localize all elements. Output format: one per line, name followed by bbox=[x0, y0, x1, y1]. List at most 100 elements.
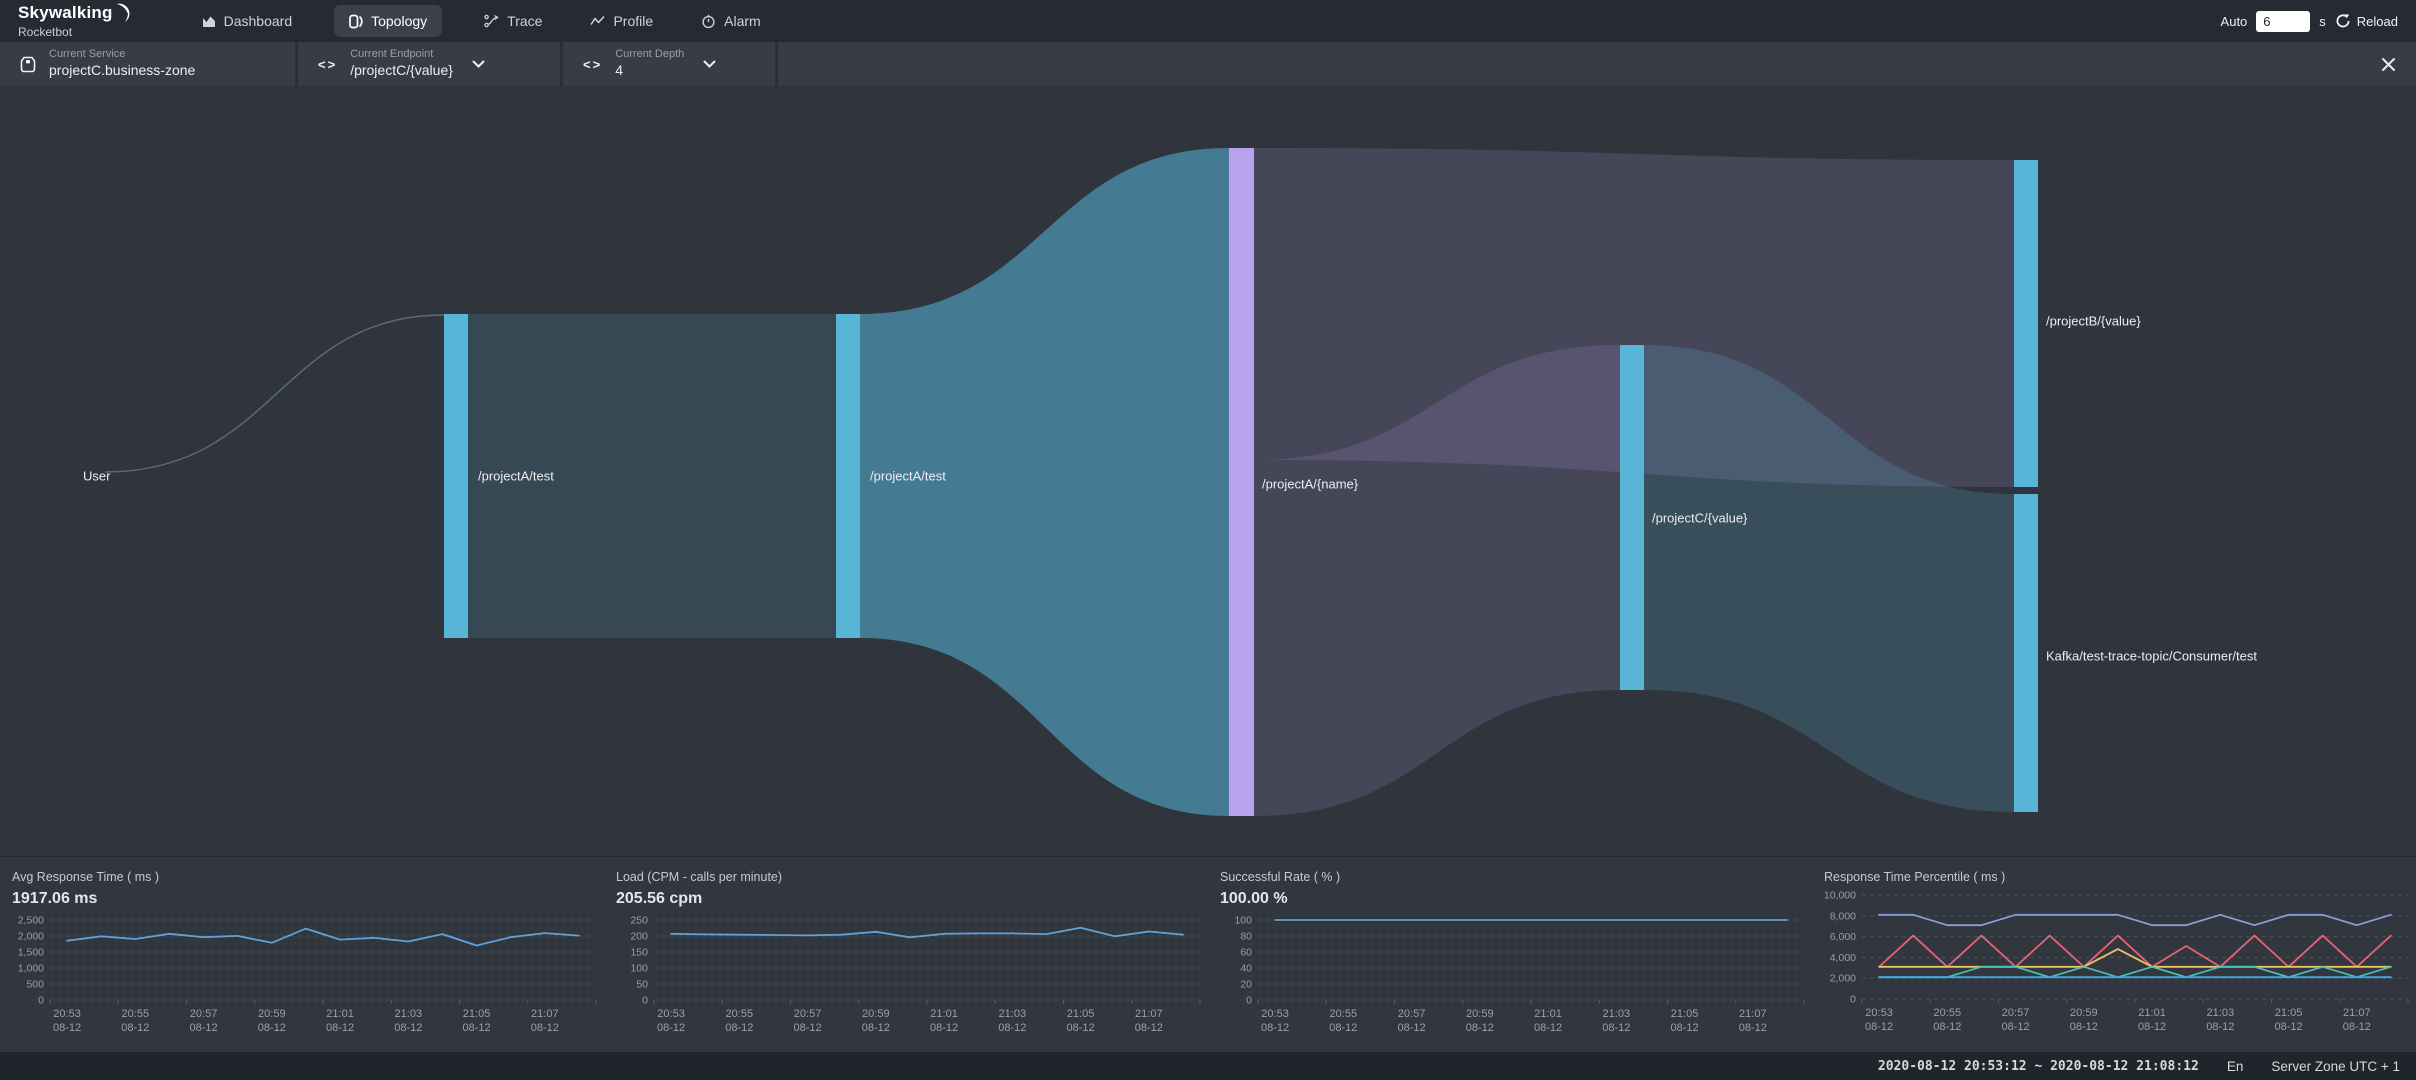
sankey-link-projecta-name-to-projectb-value[interactable] bbox=[1254, 148, 2014, 487]
x-axis-date-label: 08-12 bbox=[2070, 1021, 2098, 1033]
language-toggle[interactable]: En bbox=[2226, 1058, 2244, 1074]
x-axis-date-label: 08-12 bbox=[394, 1022, 422, 1034]
current-depth-selector[interactable]: <> Current Depth 4 bbox=[563, 42, 775, 86]
sankey-link-projectc-value-to-kafka-test-trace-topic-consumer-test[interactable] bbox=[1644, 345, 2014, 812]
logo-subtitle: Rocketbot bbox=[18, 24, 73, 39]
sankey-node-label: Kafka/test-trace-topic/Consumer/test bbox=[2046, 648, 2257, 663]
y-axis-tick-label: 1,500 bbox=[18, 947, 44, 959]
sankey-node-label: /projectC/{value} bbox=[1652, 510, 1748, 525]
x-axis-tick-label: 20:59 bbox=[258, 1008, 286, 1020]
nav-item-dashboard[interactable]: Dashboard bbox=[196, 5, 299, 37]
close-icon[interactable] bbox=[2381, 57, 2396, 72]
x-axis-tick-label: 20:55 bbox=[1934, 1007, 1962, 1019]
server-zone-selector[interactable]: Server Zone UTC + 1 bbox=[2271, 1058, 2400, 1074]
sankey-node-projecta-test-1[interactable] bbox=[444, 314, 468, 638]
y-axis-tick-label: 2,000 bbox=[1830, 973, 1856, 985]
x-axis-tick-label: 20:57 bbox=[2002, 1007, 2030, 1019]
auto-interval-input[interactable] bbox=[2256, 10, 2311, 32]
x-axis-date-label: 08-12 bbox=[1865, 1021, 1893, 1033]
nav-item-trace[interactable]: Trace bbox=[478, 5, 548, 37]
chart-title: Response Time Percentile ( ms ) bbox=[1824, 870, 2006, 884]
sankey-link-projecta-name-to-projectc-value[interactable] bbox=[1254, 345, 1620, 816]
sankey-node-projecta-name-3[interactable] bbox=[1229, 148, 1254, 816]
x-axis-date-label: 08-12 bbox=[930, 1022, 958, 1034]
chevron-down-icon[interactable] bbox=[703, 60, 716, 69]
nav-label: Alarm bbox=[724, 13, 761, 29]
reload-button[interactable]: Reload bbox=[2335, 13, 2398, 29]
x-axis-date-label: 08-12 bbox=[862, 1022, 890, 1034]
chevron-down-icon[interactable] bbox=[472, 60, 485, 69]
auto-label: Auto bbox=[2220, 13, 2248, 29]
reload-icon bbox=[2336, 14, 2350, 28]
sankey-node-projectc-value-4[interactable] bbox=[1620, 345, 1644, 690]
app-logo: Skywalking Rocketbot bbox=[18, 3, 132, 39]
series-line-p99 bbox=[1878, 913, 2392, 927]
x-axis-date-label: 08-12 bbox=[1933, 1021, 1961, 1033]
x-axis-date-label: 08-12 bbox=[1534, 1022, 1562, 1034]
x-axis-date-label: 08-12 bbox=[258, 1022, 286, 1034]
x-axis-date-label: 08-12 bbox=[2206, 1021, 2234, 1033]
x-axis-date-label: 08-12 bbox=[1466, 1022, 1494, 1034]
time-range-selector[interactable]: 2020-08-12 20:53:12 ~ 2020-08-12 21:08:1… bbox=[1877, 1058, 2199, 1074]
y-axis-tick-label: 200 bbox=[630, 931, 648, 943]
y-axis-tick-label: 250 bbox=[630, 915, 648, 927]
current-service-label: Current Service bbox=[49, 48, 126, 61]
x-axis-date-label: 08-12 bbox=[1602, 1022, 1630, 1034]
y-axis-tick-label: 0 bbox=[1850, 994, 1856, 1006]
current-endpoint-label: Current Endpoint bbox=[350, 48, 434, 61]
sankey-node-projectb-value-5[interactable] bbox=[2014, 160, 2038, 487]
y-axis-tick-label: 1,000 bbox=[18, 963, 44, 975]
sankey-node-kafka-test-trace-topic-consumer-test-6[interactable] bbox=[2014, 494, 2038, 812]
x-axis-date-label: 08-12 bbox=[1261, 1022, 1289, 1034]
y-axis-tick-label: 0 bbox=[642, 995, 648, 1007]
sankey-node-label: /projectA/{name} bbox=[1262, 476, 1359, 491]
chart-load-cpm-canvas[interactable]: 0 50 100 150 200 250 20:53 08-12 20:55 08-12 20:57… bbox=[616, 914, 1208, 1050]
sankey-node-label: /projectA/test bbox=[478, 468, 554, 483]
sankey-link-user-to-projecta-test[interactable] bbox=[104, 314, 445, 473]
chart-title: Successful Rate ( % ) bbox=[1220, 870, 1341, 884]
status-bar: 2020-08-12 20:53:12 ~ 2020-08-12 21:08:1… bbox=[0, 1052, 2416, 1080]
profile-icon bbox=[590, 15, 605, 25]
x-axis-date-label: 08-12 bbox=[189, 1022, 217, 1034]
main-menu: Dashboard Topology Trace Profile bbox=[196, 5, 767, 37]
chart-title: Load (CPM - calls per minute) bbox=[616, 870, 783, 884]
y-axis-tick-label: 50 bbox=[636, 979, 648, 991]
nav-item-topology[interactable]: Topology bbox=[334, 5, 443, 37]
chart-headline-value: 205.56 cpm bbox=[616, 890, 703, 907]
current-endpoint-selector[interactable]: <> Current Endpoint /projectC/{value} bbox=[298, 42, 560, 86]
x-axis-date-label: 08-12 bbox=[1739, 1022, 1767, 1034]
chart-successful-rate-canvas[interactable]: 0 20 40 60 80 100 20:53 08-12 20:55 08-12 20:57 08-… bbox=[1220, 914, 1812, 1050]
nav-item-profile[interactable]: Profile bbox=[584, 5, 659, 37]
x-axis-date-label: 08-12 bbox=[1066, 1022, 1094, 1034]
chart-response-time-percentile-canvas[interactable]: 0 2,000 4,000 6,000 8,000 10,000 20:53 08-12 20:… bbox=[1824, 887, 2416, 1049]
dashboard-icon bbox=[202, 16, 215, 27]
sankey-node-projecta-test-2[interactable] bbox=[836, 314, 860, 638]
x-axis-tick-label: 21:05 bbox=[2275, 1007, 2303, 1019]
y-axis-tick-label: 100 bbox=[1234, 915, 1252, 927]
nav-label: Profile bbox=[613, 13, 654, 29]
sankey-link-projecta-test-to-projecta-name[interactable] bbox=[860, 148, 1229, 816]
x-axis-tick-label: 20:59 bbox=[2070, 1007, 2098, 1019]
x-axis-tick-label: 21:03 bbox=[2207, 1007, 2235, 1019]
x-axis-tick-label: 21:07 bbox=[1135, 1008, 1163, 1020]
current-service-selector[interactable]: Current Service projectC.business-zone bbox=[0, 42, 295, 86]
x-axis-tick-label: 21:07 bbox=[531, 1008, 559, 1020]
code-icon: <> bbox=[318, 56, 338, 72]
nav-label: Trace bbox=[507, 13, 543, 29]
x-axis-tick-label: 21:05 bbox=[1671, 1008, 1699, 1020]
x-axis-tick-label: 21:07 bbox=[2343, 1007, 2371, 1019]
chart-load-cpm: Load (CPM - calls per minute) 205.56 cpm… bbox=[604, 857, 1208, 1053]
nav-label: Topology bbox=[371, 13, 428, 29]
y-axis-tick-label: 100 bbox=[630, 963, 648, 975]
current-service-value: projectC.business-zone bbox=[49, 62, 196, 79]
y-axis-tick-label: 4,000 bbox=[1830, 952, 1856, 964]
y-axis-tick-label: 0 bbox=[38, 995, 44, 1007]
x-axis-date-label: 08-12 bbox=[1329, 1022, 1357, 1034]
sankey-link-projecta-test-to-projecta-test[interactable] bbox=[468, 314, 836, 638]
chart-avg-response-time-canvas[interactable]: 0 500 1,000 1,500 2,000 2,500 20:53 08-12 20:55 0… bbox=[12, 914, 604, 1050]
x-axis-tick-label: 20:55 bbox=[726, 1008, 754, 1020]
x-axis-date-label: 08-12 bbox=[2274, 1021, 2302, 1033]
x-axis-tick-label: 20:53 bbox=[53, 1008, 81, 1020]
nav-item-alarm[interactable]: Alarm bbox=[695, 5, 767, 37]
x-axis-tick-label: 20:55 bbox=[122, 1008, 150, 1020]
